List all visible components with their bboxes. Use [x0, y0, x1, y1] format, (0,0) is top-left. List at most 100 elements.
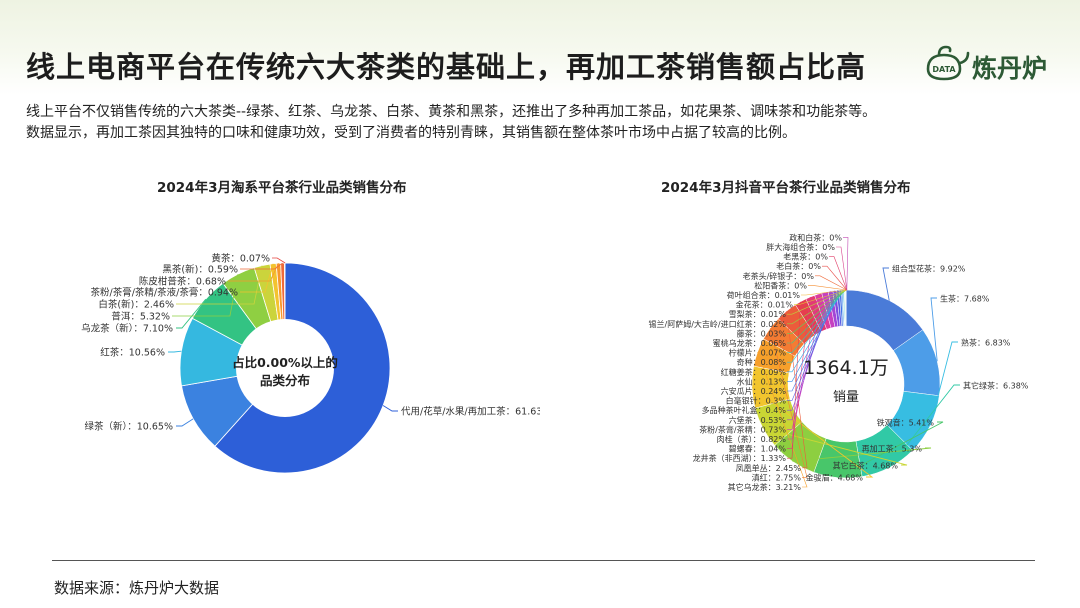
- slice-label: 其它绿茶：6.38%: [963, 381, 1029, 391]
- slice-label: 老白茶：0%: [776, 261, 821, 271]
- leader-line: [837, 421, 944, 479]
- footer-divider: [52, 560, 1035, 561]
- header-background: [0, 0, 1080, 95]
- leader-line: [787, 289, 844, 373]
- slice-label: 六堡茶：0.53%: [729, 415, 787, 425]
- leader-line: [930, 297, 938, 362]
- slice-label: 政和白茶：0%: [789, 232, 842, 242]
- slice-label: 金花茶：0.01%: [736, 300, 794, 310]
- slice-label: 熟茶：6.83%: [961, 338, 1011, 348]
- leader-line: [787, 289, 845, 363]
- slice-label: 蜜桃乌龙茶：0.06%: [713, 338, 787, 348]
- leader-line: [836, 246, 848, 291]
- slice-label: 胖大海组合茶：0%: [766, 242, 835, 252]
- slice-label: 陈皮柑普茶：0.68%: [139, 276, 226, 288]
- slice-label: 黄茶：0.07%: [211, 253, 270, 265]
- douyin-donut-chart: 组合型花茶：9.92% 生茶：7.68% 熟茶：6.83% 其它绿茶：6.38% 铁观音…: [649, 232, 1029, 492]
- leader-line: [757, 351, 808, 488]
- leader-line: [240, 262, 283, 270]
- slice-label: 黑茶(新)：0.59%: [162, 264, 238, 276]
- leader-line: [808, 285, 847, 291]
- slice-label: 铁观音：5.41%: [877, 418, 935, 428]
- slice-label: 雪梨茶：0.01%: [729, 309, 787, 319]
- slice-label: 茶粉/茶膏/茶精：0.73%: [699, 424, 786, 434]
- teapot-logo-icon: DATA: [926, 45, 970, 81]
- leader-line: [815, 275, 847, 291]
- slice-label: 多品种茶叶礼盒：0.4%: [702, 405, 787, 415]
- leader-line: [822, 265, 848, 291]
- leader-line: [787, 292, 826, 430]
- intro-line-2: 数据显示，再加工茶因其独特的口味和健康功效，受到了消费者的特别青睐，其销售额在整…: [26, 125, 796, 141]
- leader-line: [762, 427, 908, 466]
- slice-label: 红茶：10.56%: [100, 347, 165, 359]
- leader-line: [801, 289, 847, 296]
- leader-line: [829, 256, 848, 291]
- data-source: 数据来源：炼丹炉大数据: [54, 579, 220, 597]
- slice-label: 滇红：2.75%: [752, 472, 802, 482]
- center-label-line-1: 占比0.00%以上的: [232, 355, 338, 370]
- intro-paragraph: 线上平台不仅销售传统的六大茶类--绿茶、红茶、乌龙茶、白茶、黄茶和黑茶，还推出了…: [26, 102, 1066, 144]
- leader-line: [168, 350, 182, 353]
- leader-line: [787, 289, 846, 353]
- slice-label: 锡兰/阿萨姆/大吉岭/进口红茶：0.02%: [649, 319, 787, 329]
- slice-label: 红糖姜茶：0.09%: [721, 367, 787, 377]
- leader-line: [769, 328, 808, 478]
- slice-label: 代用/花草/水果/再加工茶：61.63%: [401, 406, 540, 418]
- taobao-pie-chart: 代用/花草/水果/再加工茶：61.63% 绿茶（新）：10.65% 红茶：10.56…: [81, 253, 540, 474]
- slice-label: 六安瓜片：0.24%: [721, 386, 787, 396]
- intro-line-1: 线上平台不仅销售传统的六大茶类--绿茶、红茶、乌龙茶、白茶、黄茶和黑茶，还推出了…: [26, 104, 877, 120]
- slice-label: 白茶(新)：2.46%: [98, 299, 174, 311]
- slice-label: 龙井茶（非西湖）：1.33%: [693, 453, 787, 463]
- slice-label: 老茶头/碎银子：0%: [743, 271, 815, 281]
- leader-line: [176, 298, 207, 329]
- logo-badge: DATA: [932, 65, 956, 74]
- leader-line: [228, 263, 279, 282]
- left-chart-title: 2024年3月淘系平台茶行业品类销售分布: [157, 180, 407, 196]
- leader-line: [792, 447, 932, 462]
- leader-line: [882, 267, 890, 301]
- leader-line: [794, 289, 847, 305]
- leader-line: [787, 289, 847, 315]
- slice-label: 碧螺春：1.04%: [729, 444, 787, 454]
- leader-line: [843, 237, 849, 291]
- center-label-line-2: 品类分布: [260, 373, 311, 388]
- leader-line: [787, 294, 819, 440]
- slice-label: 凤凰单丛：2.45%: [736, 463, 802, 473]
- leader-line: [382, 405, 398, 412]
- slice-label: 老黑茶：0%: [783, 252, 828, 262]
- slice-label: 白毫银针：0.3%: [726, 396, 787, 406]
- slice-label: 荷叶组合茶：0.01%: [727, 290, 801, 300]
- leader-line: [240, 263, 274, 293]
- leader-line: [787, 290, 835, 411]
- slice-label: 普洱：5.32%: [111, 311, 170, 323]
- slice-label: 乌龙茶（新）：7.10%: [81, 323, 173, 335]
- pie-center-hole: [236, 319, 334, 417]
- slice-label: 组合型花茶：9.92%: [892, 264, 966, 274]
- slice-label: 肉桂（茶）：0.82%: [717, 434, 787, 444]
- slice-label: 其它乌龙茶：3.21%: [728, 482, 802, 492]
- slice-label: 生茶：7.68%: [940, 294, 990, 304]
- leader-line: [176, 418, 194, 427]
- leader-line: [176, 265, 263, 305]
- right-chart-title: 2024年3月抖音平台茶行业品类销售分布: [661, 180, 911, 196]
- brand-logo: DATA 炼丹炉: [922, 43, 1062, 87]
- leader-line: [889, 384, 960, 468]
- slice-label: 藤茶：0.03%: [737, 328, 787, 338]
- slice-label: 水仙：0.13%: [737, 376, 787, 386]
- leader-line: [272, 257, 286, 264]
- slice-label: 其它白茶：4.68%: [833, 461, 899, 471]
- leader-line: [787, 297, 811, 449]
- slice-label: 金骏眉：4.68%: [806, 473, 864, 483]
- leader-line: [786, 311, 808, 469]
- logo-name: 炼丹炉: [972, 54, 1048, 83]
- leader-line: [787, 289, 843, 382]
- leader-line: [172, 274, 239, 317]
- center-total: 1364.1万: [803, 357, 888, 379]
- slice-label: 柠檬片：0.07%: [729, 348, 787, 358]
- leader-line: [787, 290, 841, 392]
- slice-label: 松阳香茶：0%: [754, 280, 807, 290]
- page-title: 线上电商平台在传统六大茶类的基础上，再加工茶销售额占比高: [26, 50, 867, 84]
- center-total-caption: 销量: [833, 390, 859, 405]
- slice-label: 奇种：0.08%: [737, 357, 787, 367]
- leader-line: [787, 289, 846, 344]
